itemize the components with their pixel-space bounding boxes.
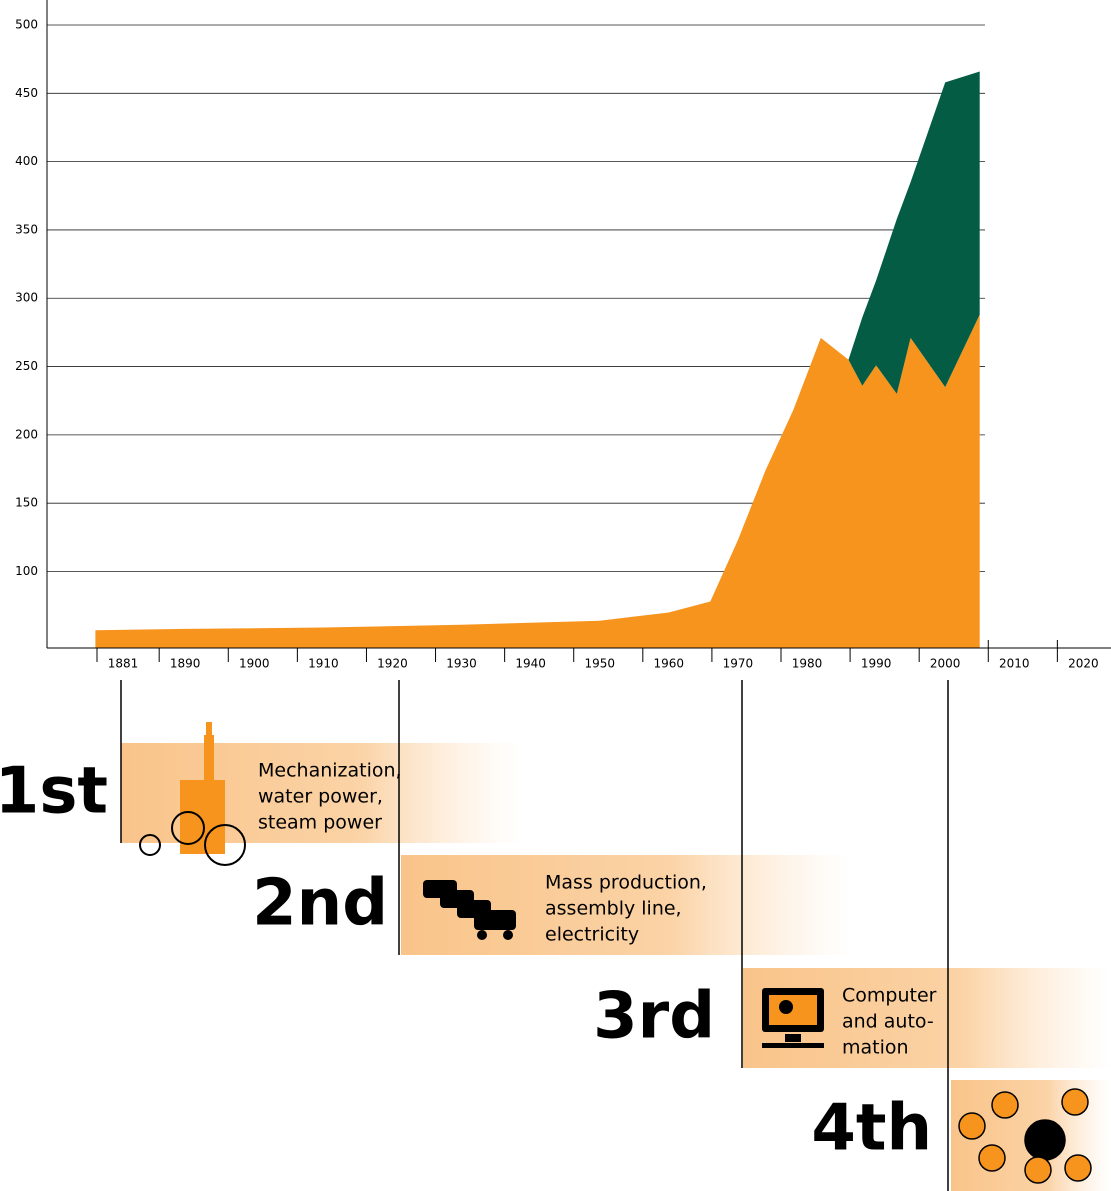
x-tick-label: 2020	[1068, 657, 1099, 671]
x-tick-label: 1900	[239, 657, 270, 671]
x-tick-label: 1930	[446, 657, 477, 671]
x-tick-label: 1970	[723, 657, 754, 671]
era-description: steam power	[258, 812, 382, 834]
x-tick-label: 1890	[170, 657, 201, 671]
era-ordinal: 3rd	[593, 980, 715, 1054]
x-tick-label: 1980	[792, 657, 823, 671]
y-tick-label: 350	[15, 222, 38, 236]
era-description: and auto-	[842, 1011, 934, 1033]
era-ordinal: 1st	[0, 755, 108, 829]
y-tick-label: 100	[15, 564, 38, 578]
era-description: Computer	[842, 985, 937, 1007]
eras: 1st Mechanization, water power, steam power…	[0, 680, 1111, 1191]
area	[95, 315, 979, 648]
era-ordinal: 2nd	[252, 867, 388, 941]
y-tick-label: 450	[15, 86, 38, 100]
era-description: water power,	[258, 786, 383, 808]
x-tick-label: 1920	[377, 657, 408, 671]
x-tick-label: 2000	[930, 657, 961, 671]
era-description: assembly line,	[545, 898, 682, 920]
x-tick-label: 1950	[584, 657, 615, 671]
x-tick-label: 1990	[861, 657, 892, 671]
y-tick-label: 300	[15, 291, 38, 305]
x-tick-label: 2010	[999, 657, 1030, 671]
era-description: Mass production,	[545, 872, 707, 894]
page: {"chart_data": {"type": "area", "x": [18…	[0, 0, 1111, 1191]
era-description: Mechanization,	[258, 760, 402, 782]
era-description: mation	[842, 1037, 909, 1059]
y-tick-label: 150	[15, 496, 38, 510]
y-tick-label: 400	[15, 154, 38, 168]
y-tick-label: 200	[15, 427, 38, 441]
x-tick-label: 1960	[654, 657, 685, 671]
era-ordinal: 4th	[811, 1092, 932, 1166]
x-tick-label: 1940	[515, 657, 546, 671]
y-tick-label: 500	[15, 18, 38, 32]
x-tick-label: 1881	[108, 657, 139, 671]
chart: 100 150 200 250 300 350 400 450 500 1881 1890 1900 1…	[0, 0, 1111, 1191]
x-tick-label: 1910	[308, 657, 339, 671]
areas	[95, 72, 979, 649]
y-tick-label: 250	[15, 359, 38, 373]
era-description: electricity	[545, 924, 639, 946]
